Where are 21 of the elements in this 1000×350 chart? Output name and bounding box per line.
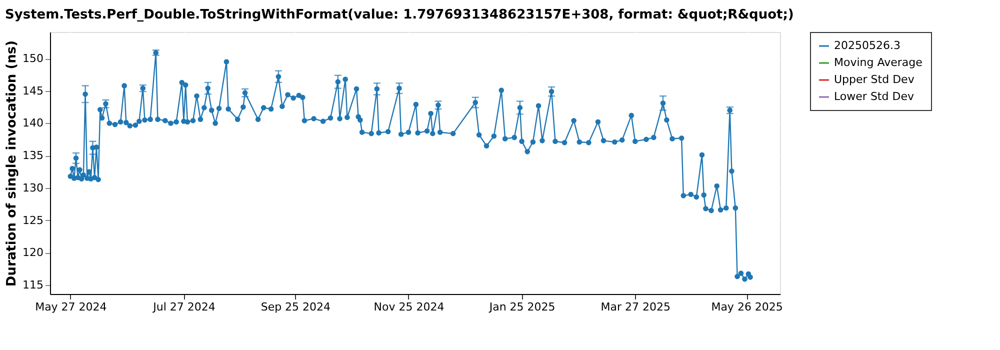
x-tick-label: Nov 25 2024 (374, 300, 444, 314)
y-tick-label: 135 (22, 149, 44, 162)
y-tick-label: 125 (22, 214, 44, 227)
y-tick-label: 145 (22, 84, 44, 98)
x-tick-label: Jul 27 2024 (152, 300, 216, 314)
legend-label: Moving Average (834, 56, 923, 69)
legend-label: Lower Std Dev (834, 90, 914, 103)
x-tick-label: May 27 2024 (35, 300, 107, 314)
y-tick-label: 130 (22, 181, 44, 194)
y-tick-label: 120 (22, 246, 44, 260)
legend-label: Upper Std Dev (834, 73, 915, 86)
x-tick-label: May 26 2025 (711, 300, 783, 314)
y-axis-title: Duration of single invocation (ns) (4, 40, 20, 287)
x-tick-label: Jan 25 2025 (488, 300, 556, 314)
y-tick-label: 140 (22, 116, 44, 130)
y-tick-label: 115 (22, 278, 44, 292)
x-tick-label: Mar 27 2025 (600, 300, 670, 314)
legend-label: 20250526.3 (834, 39, 900, 52)
x-tick-label: Sep 25 2024 (260, 300, 331, 314)
y-tick-label: 150 (22, 52, 44, 66)
chart-title: System.Tests.Perf_Double.ToStringWithFormat(value: 1.7976931348623157E+308, format: &quot;R&quot;) (5, 8, 794, 22)
